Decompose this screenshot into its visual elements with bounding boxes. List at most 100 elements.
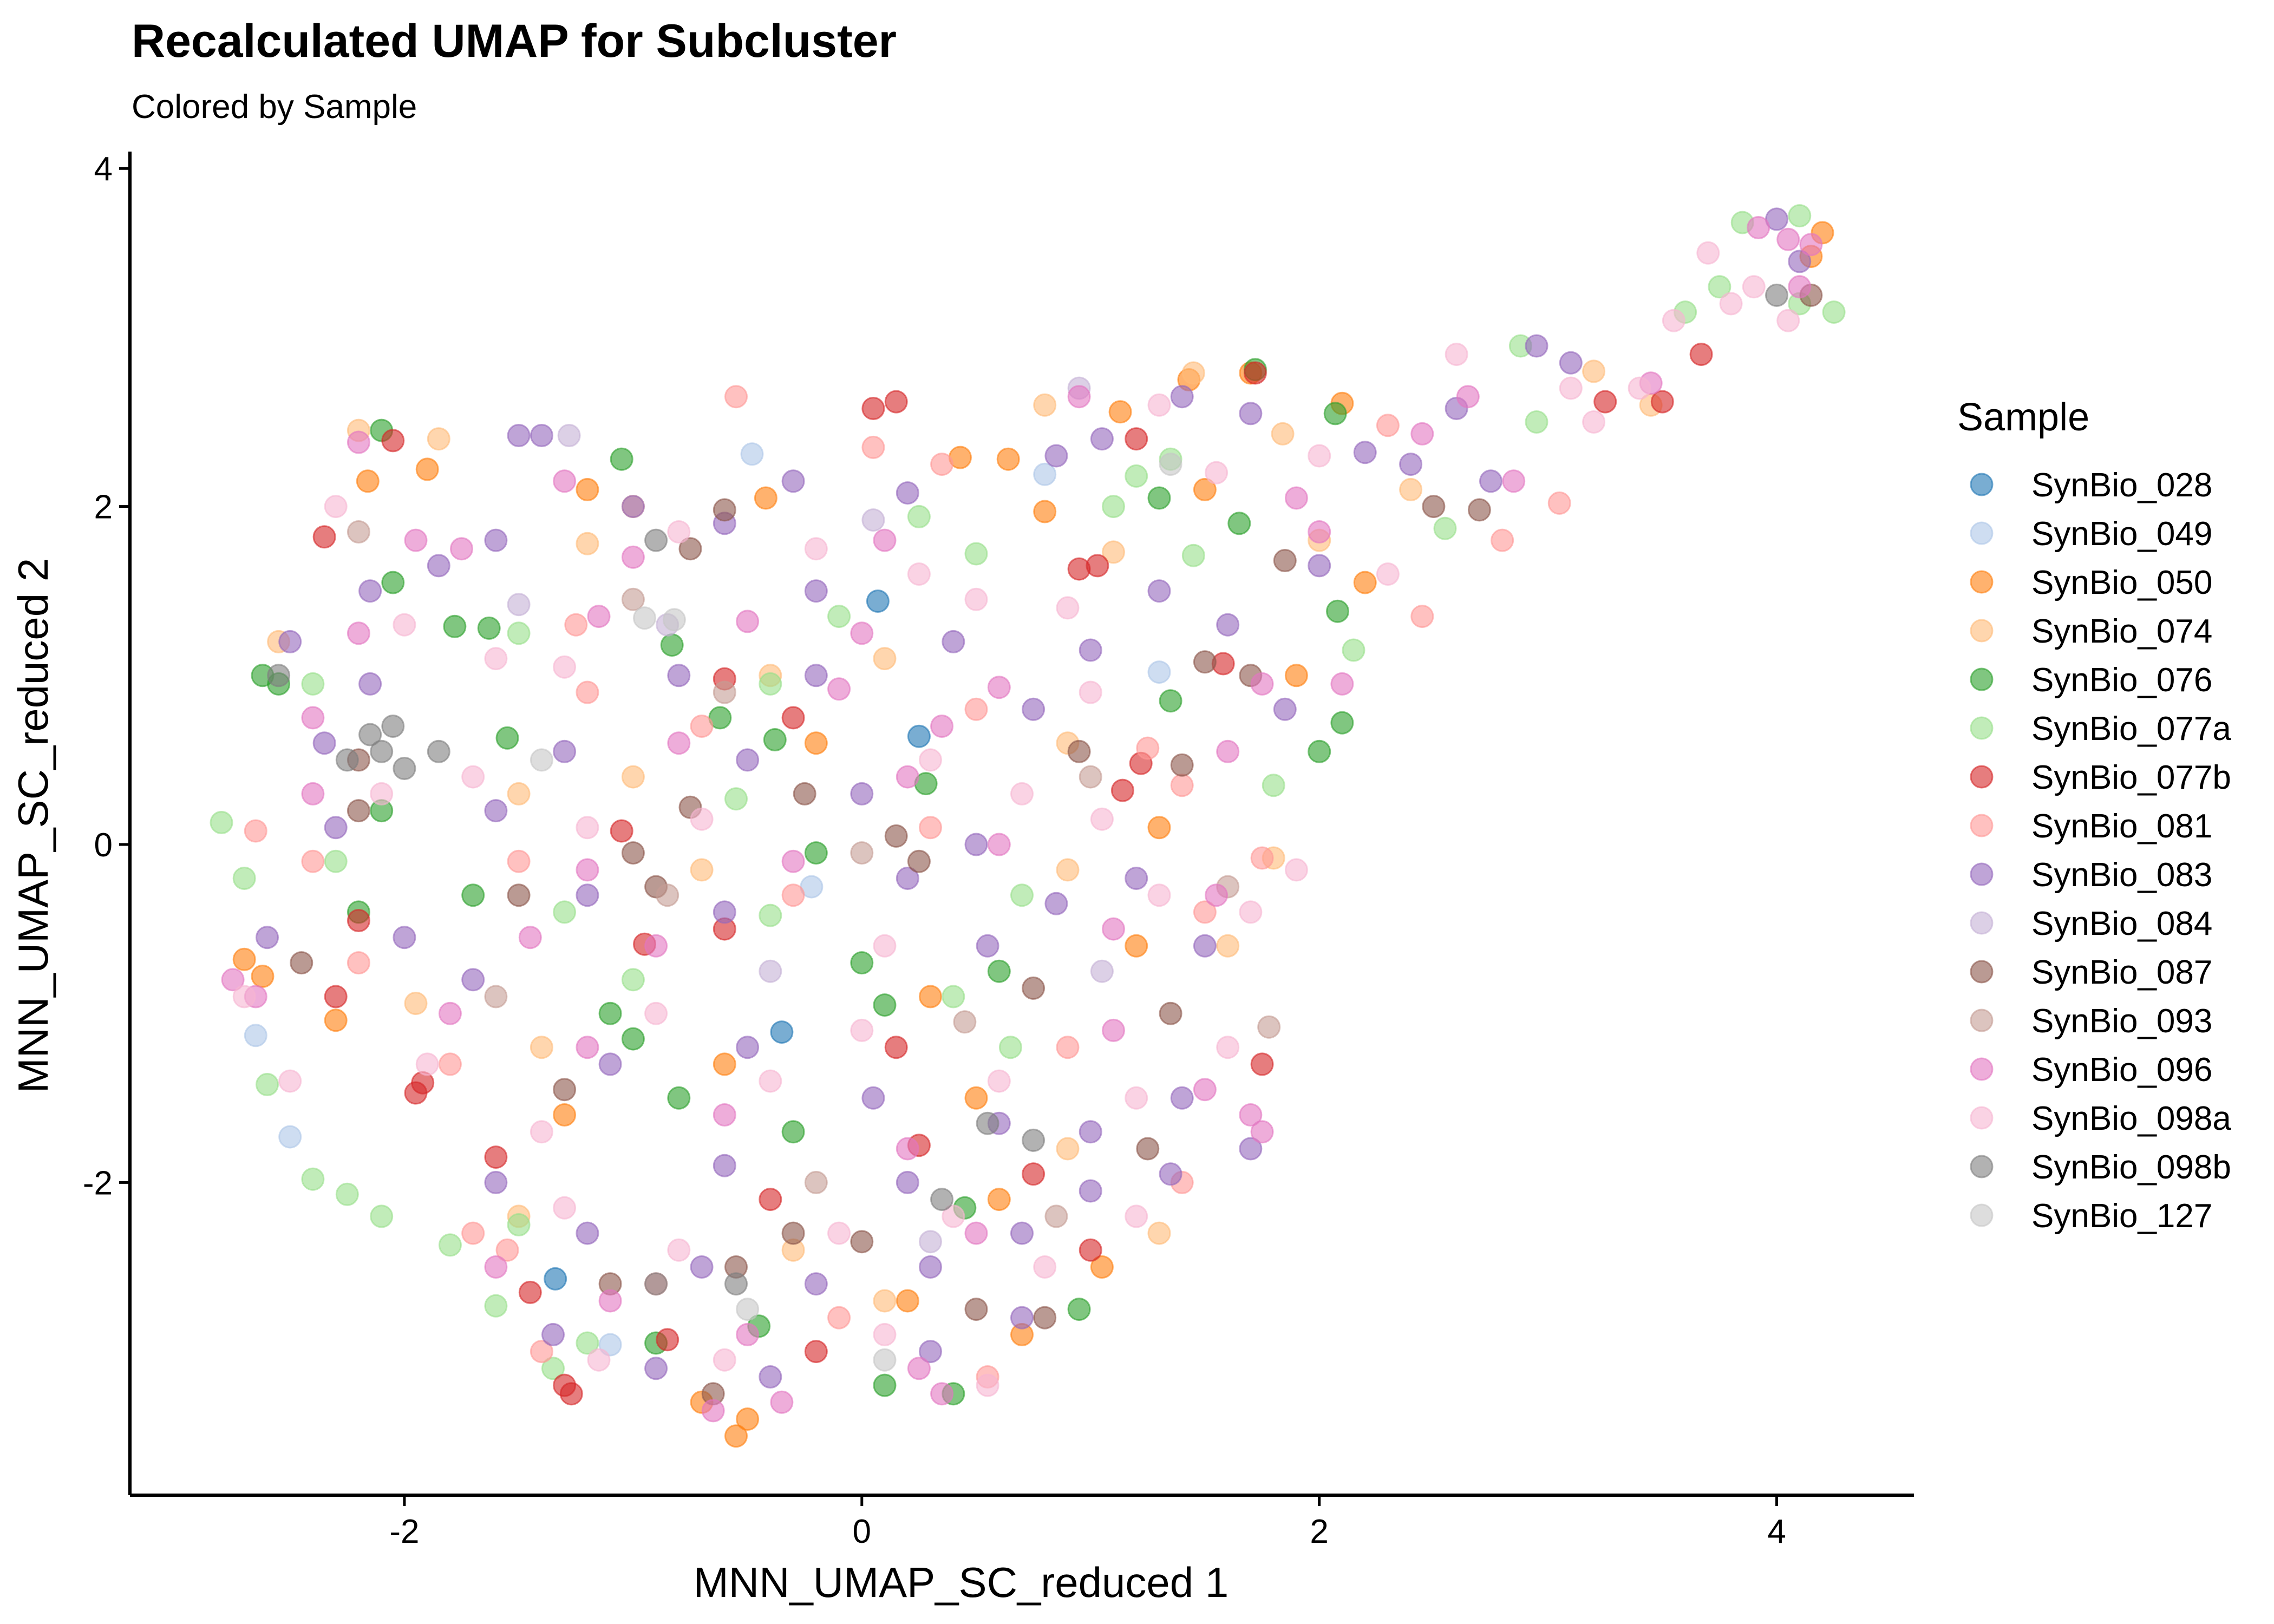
legend-item: SynBio_050 — [1970, 564, 2212, 601]
data-point — [1376, 562, 1400, 586]
legend-item: SynBio_077a — [1970, 710, 2231, 748]
legend-label: SynBio_084 — [2031, 905, 2212, 942]
data-point — [678, 537, 702, 561]
data-point — [1689, 343, 1713, 366]
data-point — [942, 1204, 965, 1228]
data-point — [942, 630, 965, 653]
data-point — [1330, 711, 1354, 735]
legend-label: SynBio_028 — [2031, 467, 2212, 504]
data-point — [1022, 1128, 1045, 1152]
data-point — [1033, 1255, 1057, 1279]
data-point — [1056, 596, 1080, 620]
data-point — [907, 562, 931, 586]
data-point — [381, 429, 405, 453]
data-point — [884, 824, 908, 848]
data-point — [644, 1001, 668, 1025]
legend-swatch — [1970, 1155, 1994, 1178]
legend-swatch — [1970, 814, 1994, 837]
data-point — [1079, 1179, 1102, 1203]
legend-item: SynBio_084 — [1970, 905, 2212, 942]
data-point — [621, 968, 645, 992]
data-point — [244, 819, 267, 843]
data-point — [1125, 464, 1148, 488]
data-point — [1308, 520, 1331, 543]
data-point — [713, 1103, 736, 1127]
data-point — [1159, 1001, 1182, 1025]
data-point — [1250, 846, 1274, 870]
data-point — [450, 537, 473, 561]
data-point — [1044, 1204, 1068, 1228]
data-point — [660, 633, 684, 657]
x-tick-label: -2 — [389, 1513, 419, 1550]
data-point — [232, 985, 256, 1009]
data-point — [1079, 638, 1102, 662]
data-point — [347, 909, 370, 932]
data-point — [873, 934, 897, 958]
data-point — [544, 1267, 567, 1291]
y-axis-ticks: -2 0 2 4 — [83, 150, 130, 1202]
data-point — [1776, 227, 1800, 251]
data-point — [804, 731, 828, 755]
data-point — [576, 680, 599, 704]
data-point — [1353, 571, 1377, 594]
data-point — [656, 1328, 679, 1352]
data-point — [415, 1052, 439, 1076]
legend-swatch — [1970, 960, 1994, 984]
data-point — [907, 1357, 931, 1380]
data-point — [484, 647, 508, 671]
data-point — [1022, 1162, 1045, 1186]
data-point — [724, 787, 748, 811]
data-point — [1273, 697, 1297, 721]
data-point — [1708, 275, 1731, 299]
legend-items: SynBio_028 SynBio_049 SynBio_050 SynBio_074… — [1970, 467, 2231, 1235]
legend-label: SynBio_074 — [2031, 613, 2212, 650]
y-tick-label: 2 — [94, 489, 113, 526]
data-point — [866, 590, 890, 613]
data-point — [804, 579, 828, 603]
data-point — [1747, 216, 1770, 239]
data-point — [553, 900, 577, 924]
data-point — [621, 545, 645, 569]
data-point — [1399, 453, 1423, 476]
data-point — [884, 1036, 908, 1059]
data-point — [393, 926, 416, 949]
data-point — [804, 841, 828, 865]
data-point — [1044, 892, 1068, 915]
legend-item: SynBio_049 — [1970, 515, 2212, 553]
legend-label: SynBio_087 — [2031, 954, 2212, 991]
data-point — [1742, 275, 1766, 299]
data-point — [1044, 444, 1068, 468]
legend-swatch — [1970, 570, 1994, 594]
data-point — [301, 672, 325, 696]
data-point — [443, 614, 467, 638]
data-point — [1776, 309, 1800, 332]
data-point — [312, 525, 336, 549]
data-point — [919, 748, 942, 772]
data-point — [861, 397, 885, 420]
data-point — [553, 1196, 577, 1220]
data-point — [1456, 385, 1480, 409]
data-point — [610, 819, 633, 843]
data-point — [1079, 1238, 1102, 1262]
data-point — [1181, 361, 1205, 385]
data-point — [644, 934, 668, 958]
data-point — [244, 1024, 267, 1047]
data-point — [461, 883, 485, 907]
data-point — [1147, 660, 1171, 684]
data-point — [1147, 883, 1171, 907]
data-point — [507, 424, 531, 447]
data-point — [1525, 410, 1548, 434]
y-tick-label: -2 — [83, 1164, 113, 1202]
data-point — [1662, 309, 1685, 332]
data-point — [896, 1137, 919, 1161]
data-point — [1022, 697, 1045, 721]
legend-label: SynBio_077a — [2031, 710, 2231, 748]
data-point — [1243, 361, 1267, 385]
data-point — [1147, 1221, 1171, 1245]
data-point — [987, 959, 1011, 983]
legend-label: SynBio_093 — [2031, 1003, 2212, 1040]
data-point — [370, 1204, 394, 1228]
data-point — [1170, 753, 1194, 777]
data-point — [484, 799, 508, 823]
data-point — [553, 655, 577, 679]
